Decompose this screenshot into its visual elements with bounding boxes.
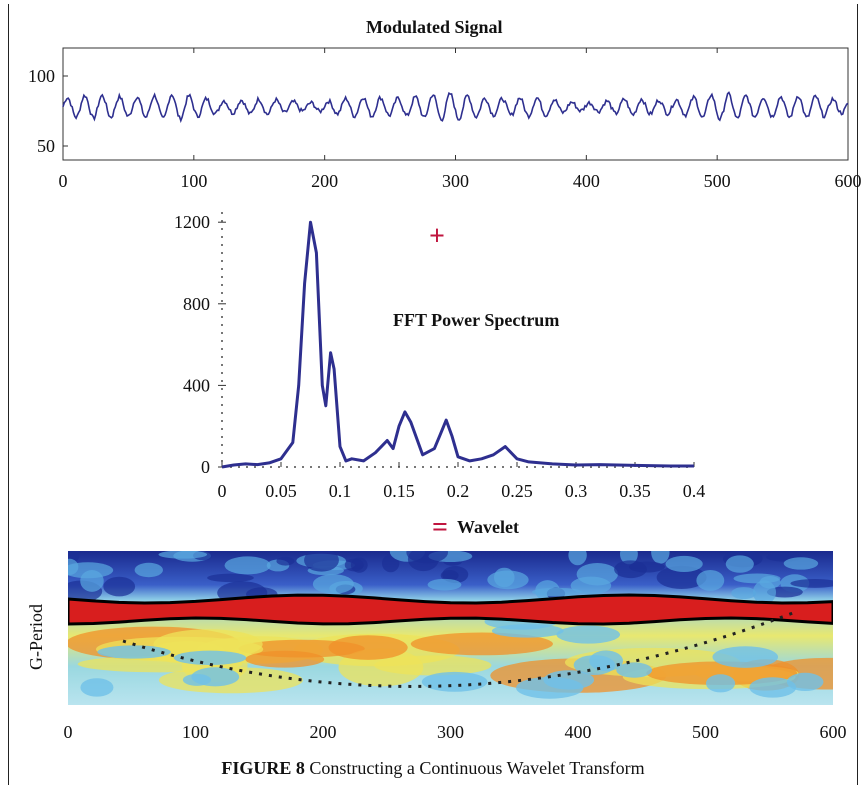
fft-xtick-label: 0.05 <box>265 481 297 501</box>
fft-xtick-label: 0.2 <box>447 481 470 501</box>
wavelet-xtick-label: 300 <box>437 722 464 742</box>
fft-xtick-label: 0.25 <box>501 481 533 501</box>
equals-operator: = <box>432 512 448 543</box>
wavelet-xtick-label: 100 <box>182 722 209 742</box>
caption-text: Constructing a Continuous Wavelet Transf… <box>304 758 645 778</box>
signal-xtick-label: 400 <box>573 171 600 191</box>
fft-chart-title: FFT Power Spectrum <box>393 310 560 330</box>
fft-ytick-label: 800 <box>183 294 210 314</box>
signal-xtick-label: 100 <box>180 171 207 191</box>
wavelet-field <box>68 551 833 699</box>
wavelet-ridge-band <box>68 593 833 626</box>
fft-ytick-label: 400 <box>183 375 210 395</box>
signal-ytick-label: 50 <box>37 136 55 156</box>
fft-ytick-label: 0 <box>201 457 210 477</box>
fft-xtick-label: 0.4 <box>683 481 706 501</box>
fft-xtick-label: 0.35 <box>619 481 651 501</box>
signal-line <box>62 91 849 124</box>
figure-caption: FIGURE 8 Constructing a Continuous Wavel… <box>0 758 866 779</box>
wavelet-xtick-label: 400 <box>565 722 592 742</box>
plus-operator: + <box>429 221 445 252</box>
signal-xtick-label: 300 <box>442 171 469 191</box>
fft-xtick-label: 0.15 <box>383 481 415 501</box>
caption-label: FIGURE 8 <box>221 758 305 778</box>
signal-xtick-label: 600 <box>835 171 862 191</box>
wavelet-chart-title: Wavelet <box>457 517 519 537</box>
fft-ytick-label: 1200 <box>174 212 210 232</box>
signal-xtick-label: 200 <box>311 171 338 191</box>
fft-xtick-label: 0 <box>218 481 227 501</box>
wavelet-xtick-label: 500 <box>692 722 719 742</box>
signal-xtick-label: 500 <box>704 171 731 191</box>
figure-frame <box>8 4 858 785</box>
signal-xtick-label: 0 <box>59 171 68 191</box>
wavelet-xtick-label: 0 <box>64 722 73 742</box>
signal-chart-title: Modulated Signal <box>366 17 503 37</box>
fft-xtick-label: 0.3 <box>565 481 588 501</box>
wavelet-xtick-label: 600 <box>820 722 847 742</box>
fft-spectrum-line <box>221 220 694 469</box>
wavelet-xtick-label: 200 <box>310 722 337 742</box>
fft-xtick-label: 0.1 <box>329 481 352 501</box>
signal-ytick-label: 100 <box>28 66 55 86</box>
